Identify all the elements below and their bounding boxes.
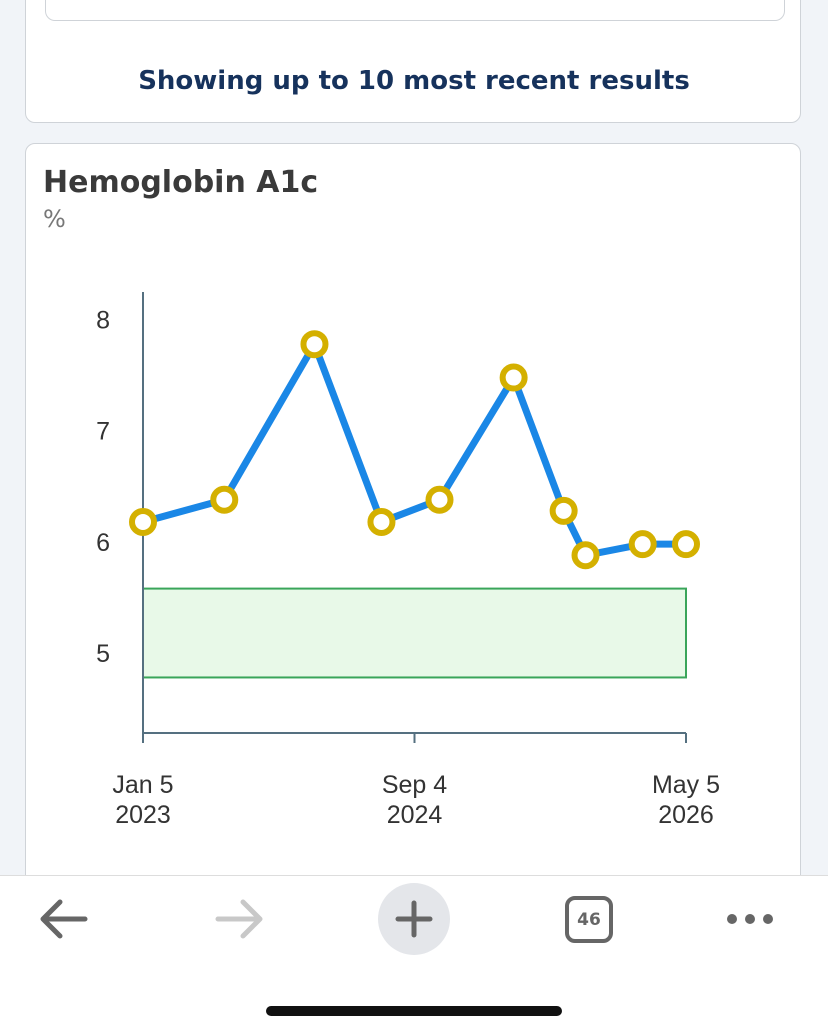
data-point: [210, 485, 239, 514]
y-tick-label: 8: [96, 307, 110, 335]
x-tick-label-line: 2023: [115, 801, 171, 829]
x-tick-label-line: 2026: [658, 801, 714, 829]
data-point: [499, 363, 528, 392]
x-tick-label-line: 2024: [387, 801, 443, 829]
results-card: [25, 0, 801, 123]
data-point: [549, 496, 578, 525]
tab-count: 46: [577, 910, 601, 930]
x-tick-label-line: May 5: [652, 771, 720, 799]
x-tick-label-line: Jan 5: [112, 771, 173, 799]
data-line: [142, 340, 686, 559]
chart-title: Hemoglobin A1c: [43, 165, 319, 200]
data-point: [425, 485, 454, 514]
more-button[interactable]: [727, 914, 773, 924]
y-tick-label: 7: [96, 418, 110, 446]
chart-unit: %: [43, 205, 66, 233]
x-tick-label: May 5 2026: [652, 771, 720, 829]
toolbar: 46: [0, 875, 828, 1032]
x-tick-label: Sep 4 2024: [382, 771, 447, 829]
tabs-button[interactable]: 46: [565, 896, 613, 943]
new-tab-button[interactable]: [378, 883, 450, 955]
data-point: [129, 507, 157, 536]
data-point: [367, 507, 396, 536]
x-tick-label: Jan 5 2023: [112, 771, 173, 829]
y-tick-label: 5: [96, 640, 110, 668]
home-indicator: [266, 1006, 562, 1016]
data-point: [628, 530, 657, 559]
chart: 5 6 7 8 Jan 5 2023 Sep 4 2024 May 5 2026: [96, 292, 720, 829]
back-button[interactable]: [40, 899, 88, 939]
filter-box: [45, 0, 785, 21]
data-point: [300, 330, 329, 359]
results-note: Showing up to 10 most recent results: [138, 66, 690, 96]
data-point: [672, 530, 700, 559]
forward-button[interactable]: [215, 899, 263, 939]
data-point: [571, 541, 600, 570]
x-tick-label-line: Sep 4: [382, 771, 447, 799]
y-tick-label: 6: [96, 529, 110, 557]
reference-range: [142, 587, 687, 679]
